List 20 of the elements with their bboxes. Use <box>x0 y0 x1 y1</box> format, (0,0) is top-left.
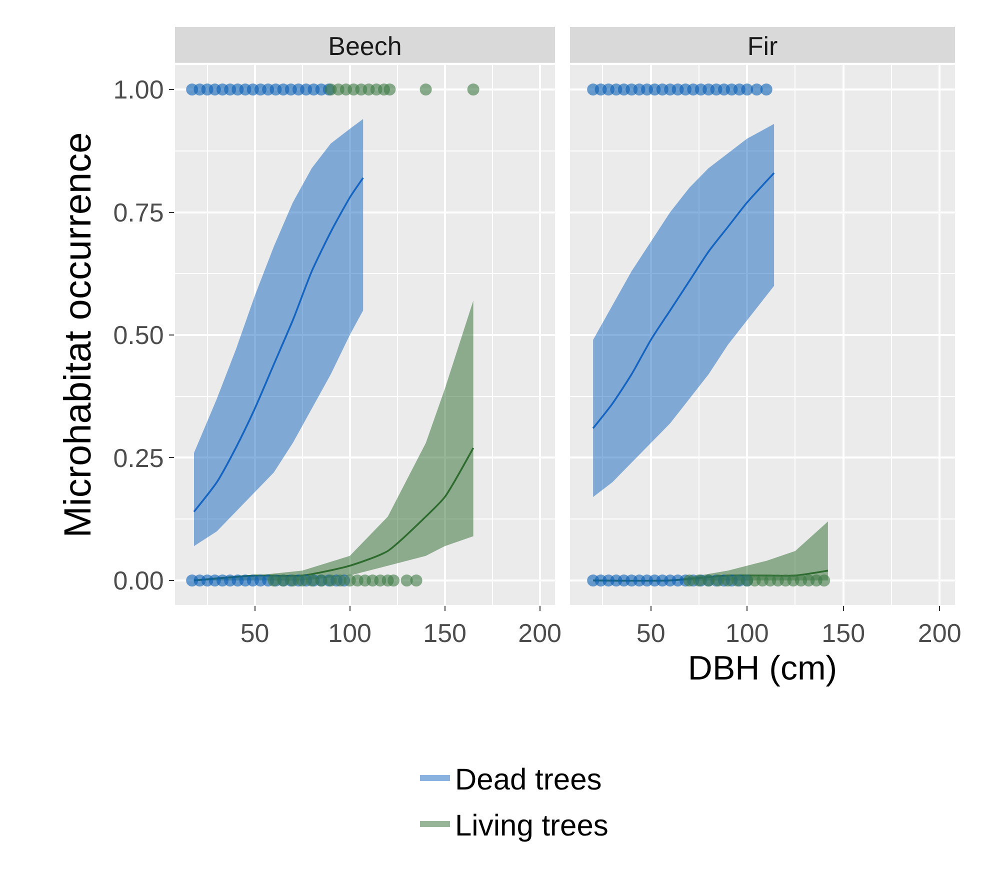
x-tick-label: 200 <box>518 618 562 648</box>
chart-title: Fir <box>747 31 778 62</box>
x-tick-label: 50 <box>240 618 270 648</box>
x-tick-label: 200 <box>918 618 962 648</box>
line-series <box>193 177 364 513</box>
x-axis-title: DBH (cm) <box>688 650 838 688</box>
x-tick-label: 100 <box>725 618 769 648</box>
y-tick-label: 0.00 <box>113 566 164 596</box>
x-tick-label: 150 <box>822 618 866 648</box>
y-tick-label: 0.50 <box>113 320 164 350</box>
y-axis-title: Microhabitat occurrence <box>57 132 100 538</box>
y-tick-label: 0.25 <box>113 442 164 473</box>
chart-title: Beech <box>328 31 402 62</box>
y-tick-label: 1.00 <box>113 74 164 105</box>
legend-label: Living trees <box>455 810 608 843</box>
y-tick-label: 0.75 <box>113 197 164 228</box>
x-tick-label: 50 <box>636 618 666 648</box>
legend-label: Dead trees <box>455 764 602 797</box>
x-tick-label: 150 <box>423 618 466 648</box>
x-tick-label: 100 <box>328 618 372 648</box>
